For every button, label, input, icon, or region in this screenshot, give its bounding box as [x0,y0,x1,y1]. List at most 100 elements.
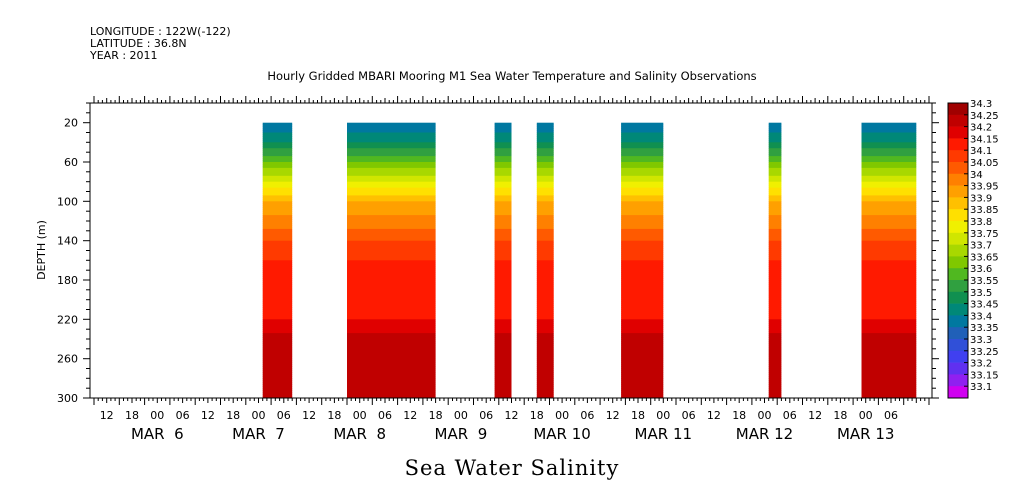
salinity-cell [536,195,554,198]
salinity-cell [262,264,293,267]
salinity-cell [768,242,782,245]
salinity-cell [536,282,554,285]
salinity-cell [347,195,436,198]
salinity-cell [861,376,917,379]
salinity-cell [768,173,782,177]
salinity-cell [861,356,917,360]
salinity-cell [262,323,293,326]
salinity-cell [347,199,436,202]
salinity-cell [861,185,917,188]
salinity-cell [536,337,554,340]
salinity-cell [262,293,293,297]
salinity-cell [536,148,554,151]
salinity-cell [621,342,664,346]
salinity-cell [861,162,917,165]
salinity-cell [621,138,664,141]
salinity-cell [536,272,554,275]
colorbar-swatch [948,386,968,399]
salinity-cell [768,354,782,358]
salinity-cell [621,236,664,240]
colorbar-label: 33.1 [970,382,992,393]
salinity-cell [621,376,664,379]
salinity-cell [347,301,436,304]
salinity-cell [262,372,293,375]
salinity-cell [347,282,436,285]
salinity-cell [262,215,293,218]
salinity-cell [262,260,293,263]
salinity-cell [262,368,293,371]
salinity-cell [621,297,664,301]
salinity-cell [494,272,512,275]
colorbar-swatch [948,339,968,352]
x-hour-label: 12 [403,409,417,422]
salinity-cell [262,240,293,244]
salinity-cell [262,171,293,175]
salinity-cell [536,246,554,249]
salinity-cell [536,162,554,165]
salinity-cell [621,366,664,369]
salinity-cell [347,394,436,397]
salinity-cell [536,356,554,360]
salinity-cell [347,138,436,141]
x-hour-label: 06 [783,409,797,422]
chart-title: Hourly Gridded MBARI Mooring M1 Sea Wate… [267,69,756,83]
salinity-cell [621,293,664,297]
salinity-cell [347,299,436,303]
salinity-cell [861,270,917,273]
salinity-cell [536,165,554,169]
salinity-cell [768,378,782,381]
salinity-cell [861,223,917,226]
colorbar-label: 33.65 [970,252,999,263]
salinity-cell [621,205,664,208]
salinity-cell [768,191,782,194]
salinity-cell [494,223,512,226]
salinity-cell [861,358,917,362]
salinity-cell [768,266,782,269]
salinity-cell [262,299,293,303]
salinity-cell [262,181,293,185]
salinity-cell [621,177,664,181]
salinity-cell [768,207,782,210]
salinity-cell [347,358,436,362]
salinity-cell [262,352,293,356]
salinity-cell [536,205,554,208]
salinity-cell [536,248,554,251]
salinity-cell [262,234,293,238]
salinity-cell [861,352,917,356]
salinity-cell [861,364,917,367]
salinity-cell [768,246,782,249]
salinity-cell [262,148,293,151]
salinity-cell [536,311,554,314]
salinity-cell [347,136,436,139]
salinity-cell [262,348,293,352]
colorbar-swatch [948,173,968,186]
salinity-cell [262,205,293,208]
salinity-cell [494,331,512,334]
salinity-cell [494,260,512,263]
salinity-cell [536,211,554,214]
salinity-cell [347,264,436,267]
salinity-cell [768,201,782,204]
salinity-cell [861,215,917,218]
salinity-cell [494,266,512,269]
salinity-cell [536,396,554,399]
salinity-cell [536,297,554,301]
salinity-cell [768,219,782,222]
salinity-cell [768,331,782,334]
salinity-cell [494,382,512,385]
salinity-cell [768,238,782,242]
colorbar-swatch [948,280,968,293]
salinity-cell [536,368,554,371]
salinity-cell [768,154,782,157]
salinity-cell [768,195,782,198]
y-axis: 20 60 100 140 180 220 260 300 [57,102,939,405]
salinity-cell [536,350,554,354]
salinity-cell [861,224,917,228]
data-segment [621,122,664,399]
salinity-cell [494,270,512,273]
salinity-cell [494,280,512,283]
salinity-cell [347,344,436,348]
salinity-cell [536,158,554,161]
salinity-cell [347,154,436,157]
salinity-cell [621,386,664,389]
